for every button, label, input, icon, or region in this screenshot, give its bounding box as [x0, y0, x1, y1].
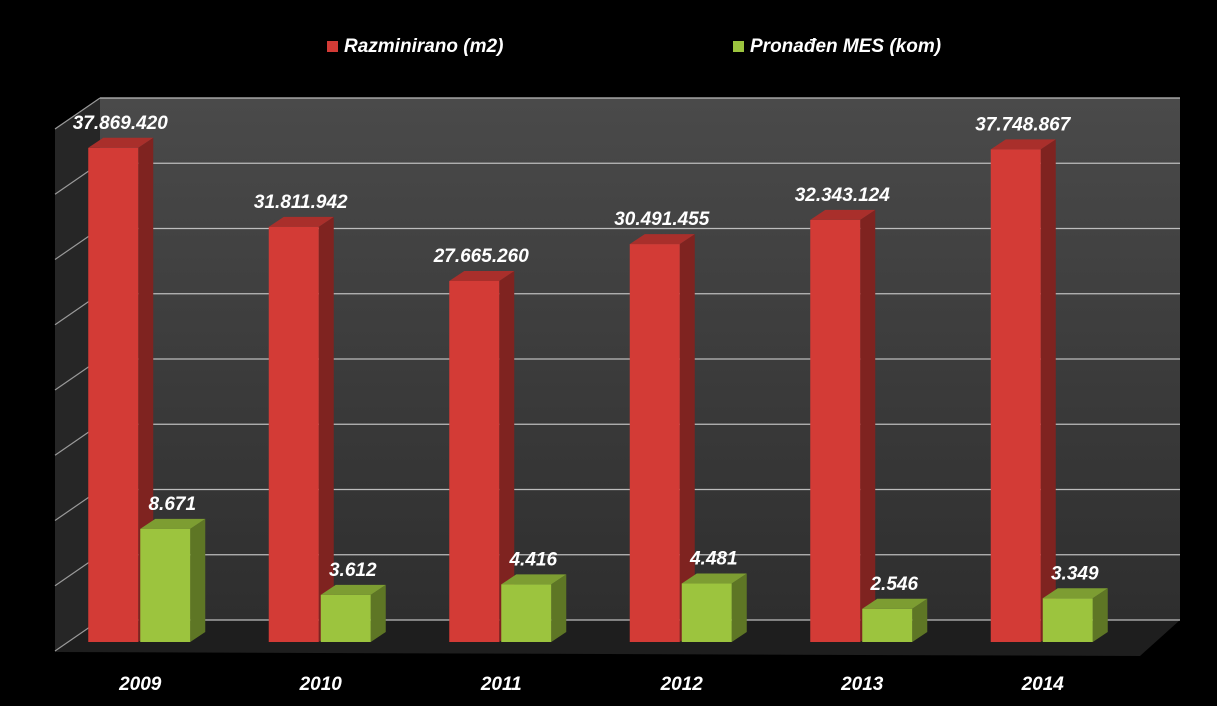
- legend-swatch: [733, 41, 744, 52]
- bar-top: [320, 584, 386, 595]
- bar-top: [810, 209, 876, 220]
- bar-top: [268, 216, 334, 227]
- value-label: 30.491.455: [614, 209, 710, 230]
- bar-side: [679, 234, 695, 642]
- legend-label: Pronađen MES (kom): [750, 36, 941, 57]
- bar: [501, 584, 552, 642]
- value-label: 2.546: [869, 574, 918, 595]
- value-label: 27.665.260: [433, 246, 530, 267]
- bar-top: [862, 598, 928, 609]
- value-label: 37.748.867: [975, 114, 1072, 135]
- value-label: 3.612: [329, 560, 377, 581]
- value-label: 31.811.942: [254, 192, 348, 213]
- bar: [268, 226, 319, 642]
- bar: [449, 280, 500, 642]
- bar-top: [681, 573, 747, 584]
- x-tick-label: 2011: [480, 674, 522, 695]
- bar: [1042, 598, 1093, 642]
- bar: [88, 147, 139, 642]
- legend-label: Razminirano (m2): [344, 36, 503, 57]
- bar-top: [990, 139, 1056, 150]
- bar: [810, 219, 861, 642]
- value-label: 4.416: [508, 549, 557, 570]
- x-tick-label: 2013: [840, 674, 884, 695]
- bar-side: [318, 216, 334, 642]
- bar: [629, 244, 680, 642]
- value-label: 3.349: [1051, 563, 1099, 584]
- legend-swatch: [327, 41, 338, 52]
- value-label: 37.869.420: [73, 113, 169, 134]
- bar-side: [190, 518, 206, 642]
- x-tick-label: 2014: [1021, 674, 1065, 695]
- bar-top: [501, 574, 567, 585]
- bar-side: [860, 209, 876, 642]
- x-tick-label: 2012: [660, 674, 704, 695]
- bar-side: [370, 584, 386, 642]
- bar-top: [140, 518, 206, 529]
- bar-side: [551, 574, 567, 642]
- bar: [862, 608, 913, 642]
- x-tick-label: 2010: [299, 674, 343, 695]
- bar-side: [1040, 139, 1056, 642]
- bar-top: [1042, 588, 1108, 599]
- value-label: 32.343.124: [795, 185, 891, 206]
- bar: [681, 583, 732, 642]
- bar-side: [1092, 588, 1108, 642]
- bar-side: [499, 270, 515, 642]
- bar: [990, 149, 1041, 642]
- side-grid-line: [54, 97, 101, 130]
- bar-side: [912, 598, 928, 642]
- bar-top: [449, 270, 515, 281]
- bar: [140, 528, 191, 642]
- bar-top: [629, 234, 695, 245]
- bar-side: [138, 137, 154, 642]
- value-label: 8.671: [148, 494, 196, 515]
- value-label: 4.481: [689, 549, 738, 570]
- bar-side: [731, 573, 747, 642]
- x-tick-label: 2009: [118, 674, 162, 695]
- bar: [320, 594, 371, 642]
- bar-top: [88, 137, 154, 148]
